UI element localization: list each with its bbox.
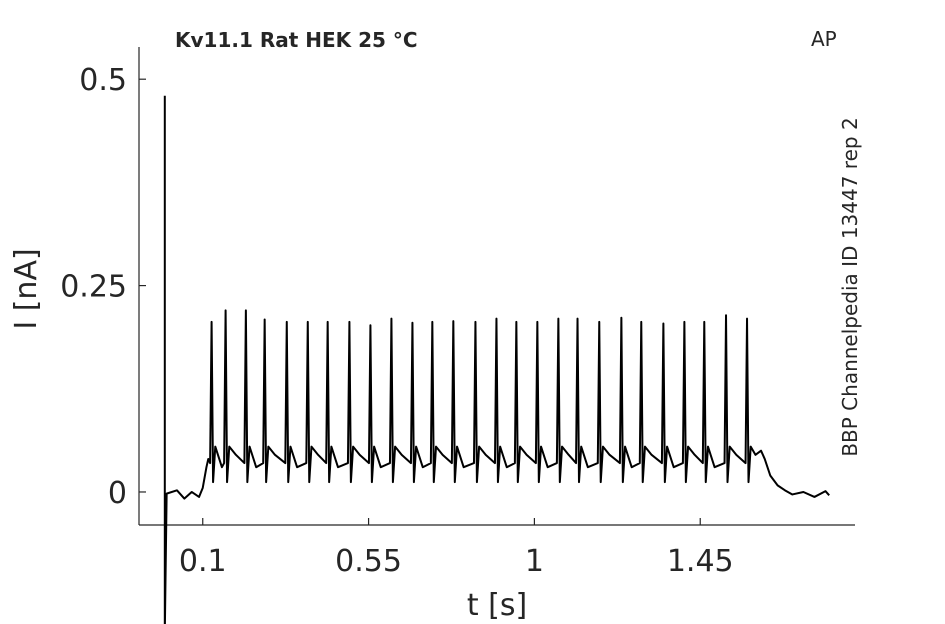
side-label: BBP Channelpedia ID 13447 rep 2 <box>838 117 862 456</box>
x-tick-label: 0.1 <box>179 544 227 579</box>
x-axis-label: t [s] <box>467 588 527 623</box>
y-tick-label: 0 <box>108 476 127 511</box>
x-tick-label: 0.55 <box>335 544 402 579</box>
annotation: AP <box>811 27 837 51</box>
y-tick-label: 0.5 <box>79 63 127 98</box>
y-tick-label: 0.25 <box>60 270 127 305</box>
y-axis-label: I [nA] <box>9 248 44 329</box>
current-trace <box>163 95 830 624</box>
x-tick-label: 1 <box>525 544 544 579</box>
chart-title: Kv11.1 Rat HEK 25 °C <box>175 28 418 52</box>
x-tick-label: 1.45 <box>667 544 734 579</box>
